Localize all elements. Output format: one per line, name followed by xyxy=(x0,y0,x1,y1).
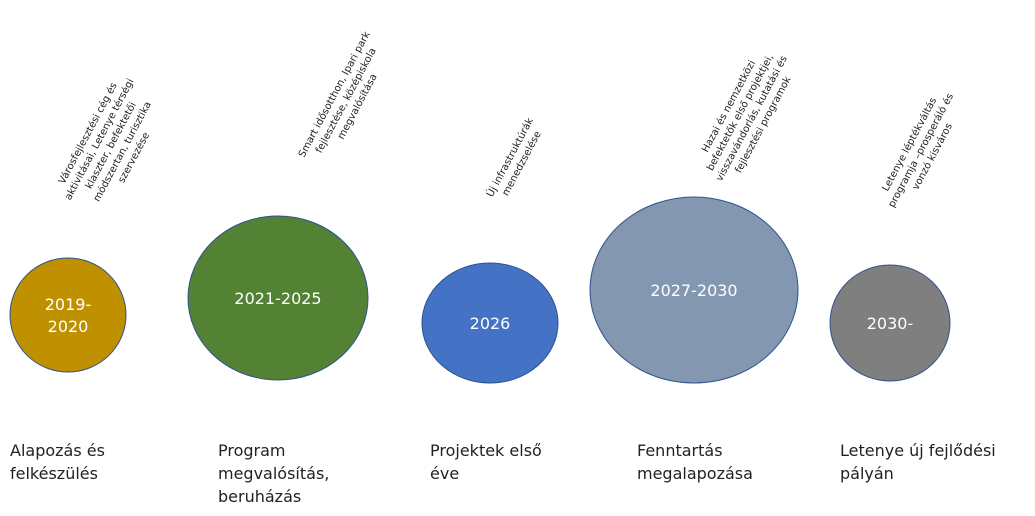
stage-year: 2021-2025 xyxy=(234,289,321,308)
stage-year: 2027-2030 xyxy=(650,281,737,300)
stage-year: 2026 xyxy=(470,314,511,333)
stage-label: megvalósítás, xyxy=(218,464,329,483)
stage-circle xyxy=(187,215,369,381)
stage-year: 2020 xyxy=(48,317,89,336)
stage-note-line: programja –prosperáló és xyxy=(886,91,956,209)
stage-label: felkészülés xyxy=(10,464,98,483)
stage-label: Program xyxy=(218,441,286,460)
stage-year: 2019- xyxy=(45,295,92,314)
stage-label: Alapozás és xyxy=(10,441,105,460)
stage-label: beruházás xyxy=(218,487,301,506)
stage-label: éve xyxy=(430,464,459,483)
stage-circle xyxy=(9,257,127,373)
stage-circle xyxy=(829,264,951,382)
stage-circle xyxy=(421,262,559,384)
stage-label: Letenye új fejlődési xyxy=(840,441,996,460)
stage-year: 2030- xyxy=(867,314,914,333)
stage-circle xyxy=(589,196,799,384)
stage-note: Smart idősotthon, Ipari parkfejlesztése,… xyxy=(296,29,380,159)
stage-label: pályán xyxy=(840,464,894,483)
stage-label: Fenntartás xyxy=(637,441,723,460)
stage-label: Projektek első xyxy=(430,441,542,460)
stage-label: megalapozása xyxy=(637,464,753,483)
